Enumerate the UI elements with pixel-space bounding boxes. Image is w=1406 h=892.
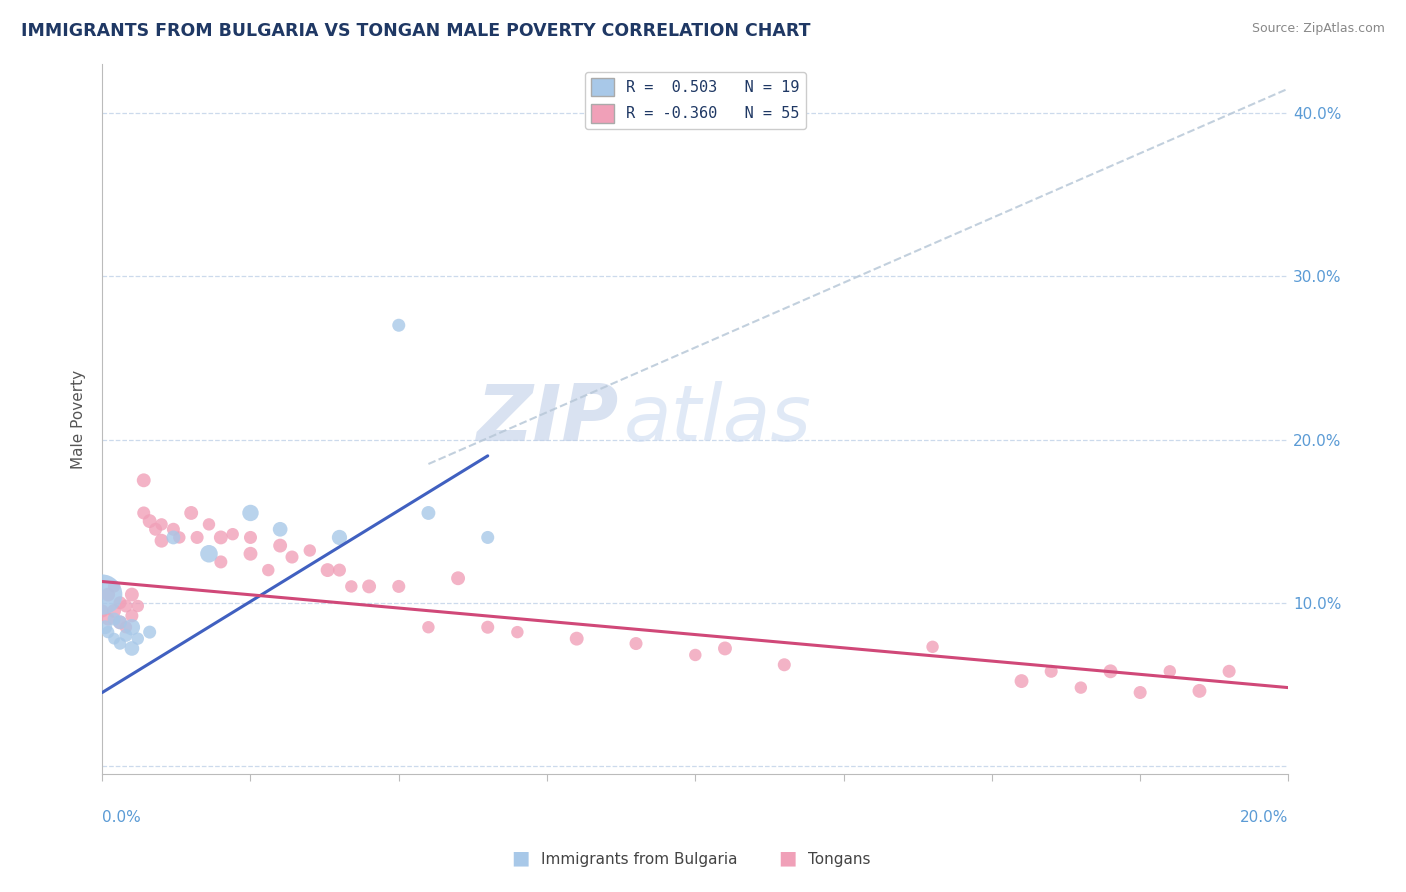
Point [506,625,529,640]
Point [1070,681,1092,695]
Point [103,632,125,646]
Point [239,531,262,545]
Point [921,640,943,654]
Point [1099,665,1122,679]
Text: atlas: atlas [624,381,813,457]
Point [269,522,291,536]
Text: IMMIGRANTS FROM BULGARIA VS TONGAN MALE POVERTY CORRELATION CHART: IMMIGRANTS FROM BULGARIA VS TONGAN MALE … [21,22,811,40]
Point [121,641,143,656]
Point [132,473,155,487]
Point [447,571,470,585]
Point [239,547,262,561]
Point [257,563,280,577]
Point [1011,674,1033,689]
Point [138,514,160,528]
Point [169,531,191,545]
Point [103,579,125,593]
Point [714,641,737,656]
Point [624,636,647,650]
Point [186,531,208,545]
Point [121,620,143,634]
Point [1159,665,1181,679]
Text: 20.0%: 20.0% [1240,810,1288,824]
Point [328,531,350,545]
Point [209,555,232,569]
Point [121,608,143,623]
Text: Tongans: Tongans [808,852,870,867]
Point [138,625,160,640]
Point [1188,684,1211,698]
Point [359,579,381,593]
Point [162,531,184,545]
Point [388,579,411,593]
Point [162,522,184,536]
Y-axis label: Male Poverty: Male Poverty [72,369,86,468]
Point [94,620,117,634]
Point [418,506,440,520]
Point [198,517,221,532]
Point [108,615,131,630]
Point [103,604,125,618]
Point [198,547,221,561]
Point [418,620,440,634]
Text: ZIP: ZIP [477,381,619,457]
Text: 0.0%: 0.0% [103,810,141,824]
Point [222,527,245,541]
Point [685,648,707,662]
Text: ■: ■ [778,848,797,867]
Point [150,533,173,548]
Point [388,318,411,333]
Point [565,632,588,646]
Point [1218,665,1240,679]
Legend: R =  0.503   N = 19, R = -0.360   N = 55: R = 0.503 N = 19, R = -0.360 N = 55 [585,71,806,128]
Point [115,620,138,634]
Point [127,632,149,646]
Point [91,588,114,602]
Point [281,549,304,564]
Point [108,636,131,650]
Text: ■: ■ [510,848,530,867]
Point [209,531,232,545]
Point [477,531,499,545]
Point [115,599,138,613]
Point [239,506,262,520]
Point [108,615,131,630]
Text: Source: ZipAtlas.com: Source: ZipAtlas.com [1251,22,1385,36]
Text: Immigrants from Bulgaria: Immigrants from Bulgaria [541,852,738,867]
Point [328,563,350,577]
Point [340,579,363,593]
Point [180,506,202,520]
Point [91,604,114,618]
Point [316,563,339,577]
Point [115,628,138,642]
Point [108,596,131,610]
Point [97,588,120,602]
Point [132,506,155,520]
Point [298,543,321,558]
Point [97,625,120,640]
Point [121,588,143,602]
Point [477,620,499,634]
Point [1129,685,1152,699]
Point [269,539,291,553]
Point [97,612,120,626]
Point [150,517,173,532]
Point [145,522,167,536]
Point [127,599,149,613]
Point [773,657,796,672]
Point [1040,665,1063,679]
Point [103,612,125,626]
